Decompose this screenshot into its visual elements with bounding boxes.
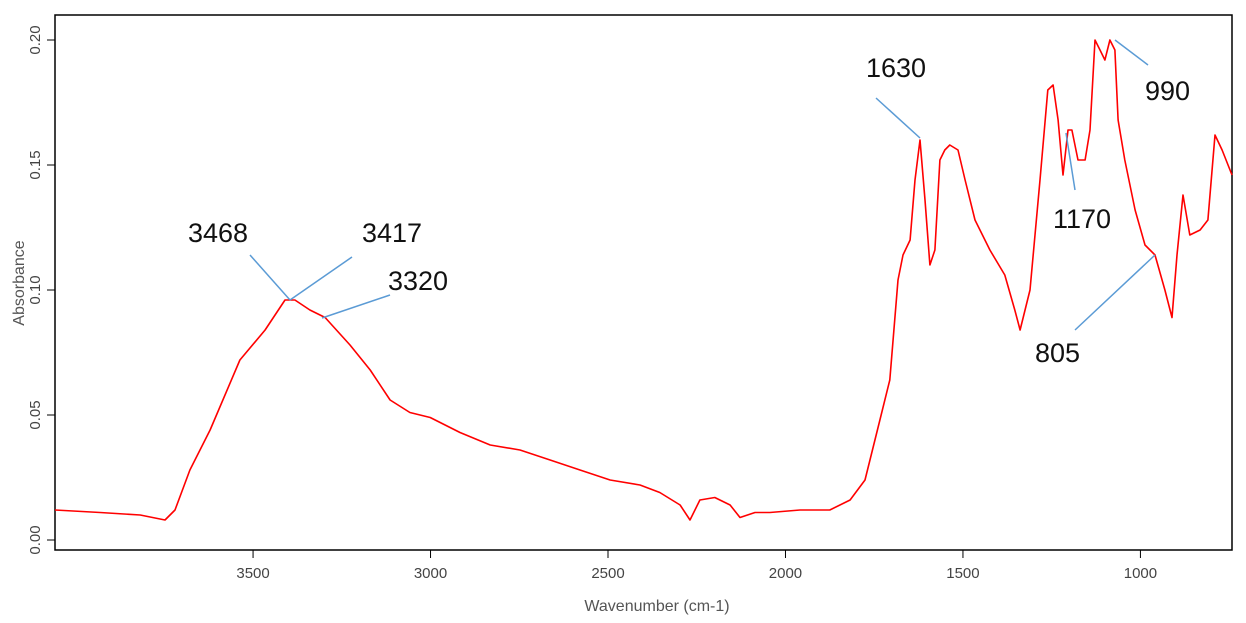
annotation: 3468 — [188, 218, 248, 248]
annotation-line — [249, 254, 291, 301]
spectrum-line — [54, 39, 1233, 521]
x-tick-label: 2500 — [591, 565, 624, 582]
x-tick-label: 1000 — [1124, 565, 1157, 582]
annotation: 1170 — [1053, 204, 1111, 234]
y-tick-label: 0.20 — [27, 25, 44, 54]
annotation: 805 — [1035, 338, 1080, 368]
y-tick-label: 0.10 — [27, 275, 44, 304]
annotation-line — [1114, 39, 1149, 66]
annotation: 990 — [1145, 76, 1190, 106]
annotation-line — [289, 256, 353, 301]
y-tick-label: 0.15 — [27, 150, 44, 179]
annotation-line — [1074, 254, 1156, 331]
x-axis-label: Wavenumber (cm-1) — [584, 598, 729, 615]
x-tick-label: 3500 — [236, 565, 269, 582]
annotation-line — [875, 97, 921, 139]
y-axis-label: Absorbance — [11, 240, 28, 325]
y-tick-label: 0.00 — [27, 525, 44, 554]
plot-frame — [54, 14, 1233, 551]
annotation-line — [321, 294, 391, 319]
annotation-line — [1065, 132, 1076, 191]
y-tick-label: 0.05 — [27, 400, 44, 429]
annotation: 3320 — [388, 266, 448, 296]
annotation: 1630 — [866, 53, 926, 83]
annotation: 3417 — [362, 218, 422, 248]
x-tick-label: 2000 — [769, 565, 802, 582]
x-tick-label: 3000 — [414, 565, 447, 582]
x-tick-label: 1500 — [946, 565, 979, 582]
